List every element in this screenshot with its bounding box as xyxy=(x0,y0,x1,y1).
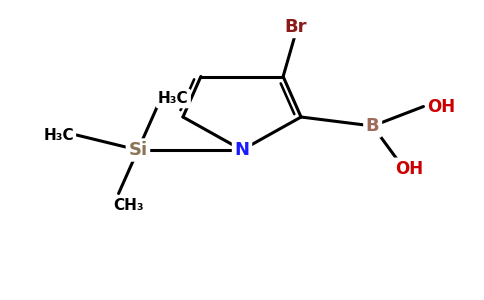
Text: B: B xyxy=(366,117,379,135)
Text: OH: OH xyxy=(427,98,455,116)
Text: CH₃: CH₃ xyxy=(113,198,144,213)
Text: Br: Br xyxy=(284,17,306,35)
Text: OH: OH xyxy=(395,160,423,178)
Text: H₃C: H₃C xyxy=(158,91,189,106)
Text: H₃C: H₃C xyxy=(43,128,74,142)
Text: Si: Si xyxy=(128,141,148,159)
Text: N: N xyxy=(235,141,249,159)
